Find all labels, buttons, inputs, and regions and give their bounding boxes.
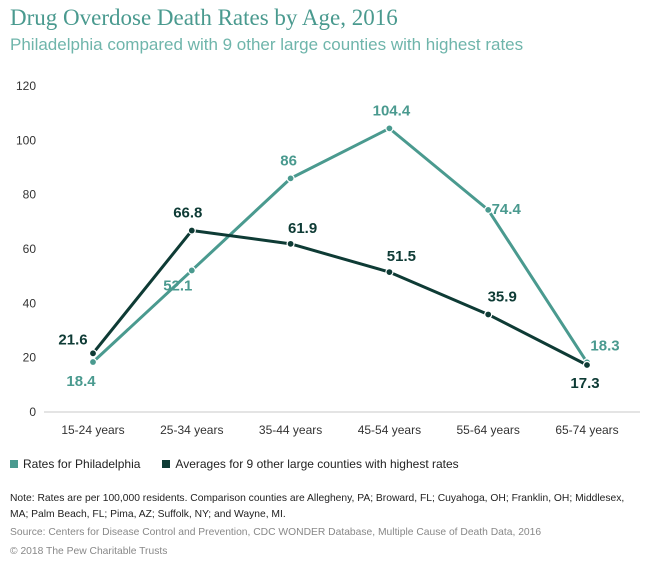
legend-label-other-counties: Averages for 9 other large counties with… bbox=[175, 457, 459, 471]
data-point bbox=[88, 349, 98, 358]
data-label: 66.8 bbox=[173, 205, 202, 222]
data-point bbox=[484, 205, 493, 214]
data-point bbox=[187, 266, 196, 275]
copyright-text: © 2018 The Pew Charitable Trusts bbox=[10, 546, 168, 557]
series-line-0 bbox=[91, 126, 589, 364]
data-label: 18.3 bbox=[590, 337, 619, 354]
y-tick-label: 80 bbox=[23, 188, 37, 202]
x-tick-label: 65-74 years bbox=[555, 423, 618, 437]
data-label: 35.9 bbox=[488, 288, 517, 305]
legend-swatch-other-counties bbox=[162, 460, 171, 468]
footnote: Note: Rates are per 100,000 residents. C… bbox=[10, 493, 625, 520]
x-tick-label: 25-34 years bbox=[160, 423, 223, 437]
x-tick-label: 35-44 years bbox=[259, 423, 322, 437]
x-tick-label: 15-24 years bbox=[61, 423, 124, 437]
series-line-1 bbox=[91, 229, 588, 367]
data-point bbox=[286, 174, 295, 183]
legend-label-philadelphia: Rates for Philadelphia bbox=[23, 457, 141, 471]
legend-item-philadelphia: Rates for Philadelphia bbox=[10, 457, 140, 471]
data-point bbox=[582, 360, 592, 370]
y-tick-label: 120 bbox=[16, 79, 36, 93]
data-label: 104.4 bbox=[373, 102, 411, 119]
data-label: 51.5 bbox=[387, 248, 416, 265]
line-chart: 0 20 40 60 80 100 120 15-24 years 25-34 years 35-… bbox=[16, 79, 640, 437]
chart-legend: Rates for Philadelphia Averages for 9 ot… bbox=[10, 457, 481, 471]
y-tick-label: 20 bbox=[23, 351, 37, 365]
chart-subtitle: Philadelphia compared with 9 other large… bbox=[10, 35, 524, 54]
legend-item-other-counties: Averages for 9 other large counties with… bbox=[162, 457, 459, 471]
data-label: 17.3 bbox=[570, 375, 599, 392]
data-label: 61.9 bbox=[288, 220, 317, 237]
x-tick-label: 55-64 years bbox=[457, 423, 520, 437]
data-label: 18.4 bbox=[66, 373, 96, 390]
y-tick-label: 0 bbox=[29, 405, 36, 419]
data-point bbox=[484, 310, 493, 319]
y-tick-label: 60 bbox=[23, 242, 37, 256]
data-point bbox=[187, 226, 196, 235]
y-tick-label: 40 bbox=[23, 296, 37, 310]
legend-swatch-philadelphia bbox=[10, 460, 18, 468]
y-tick-label: 100 bbox=[16, 133, 36, 147]
data-label: 86 bbox=[280, 152, 297, 169]
x-tick-label: 45-54 years bbox=[358, 423, 421, 437]
source-text: Source: Centers for Disease Control and … bbox=[10, 527, 542, 538]
data-point bbox=[88, 357, 98, 367]
data-label: 21.6 bbox=[58, 331, 87, 348]
data-point bbox=[385, 267, 394, 277]
data-point bbox=[286, 239, 295, 248]
data-label: 52.1 bbox=[163, 277, 192, 294]
data-point bbox=[385, 124, 394, 133]
data-label: 74.4 bbox=[492, 201, 522, 218]
chart-title: Drug Overdose Death Rates by Age, 2016 bbox=[10, 5, 398, 30]
